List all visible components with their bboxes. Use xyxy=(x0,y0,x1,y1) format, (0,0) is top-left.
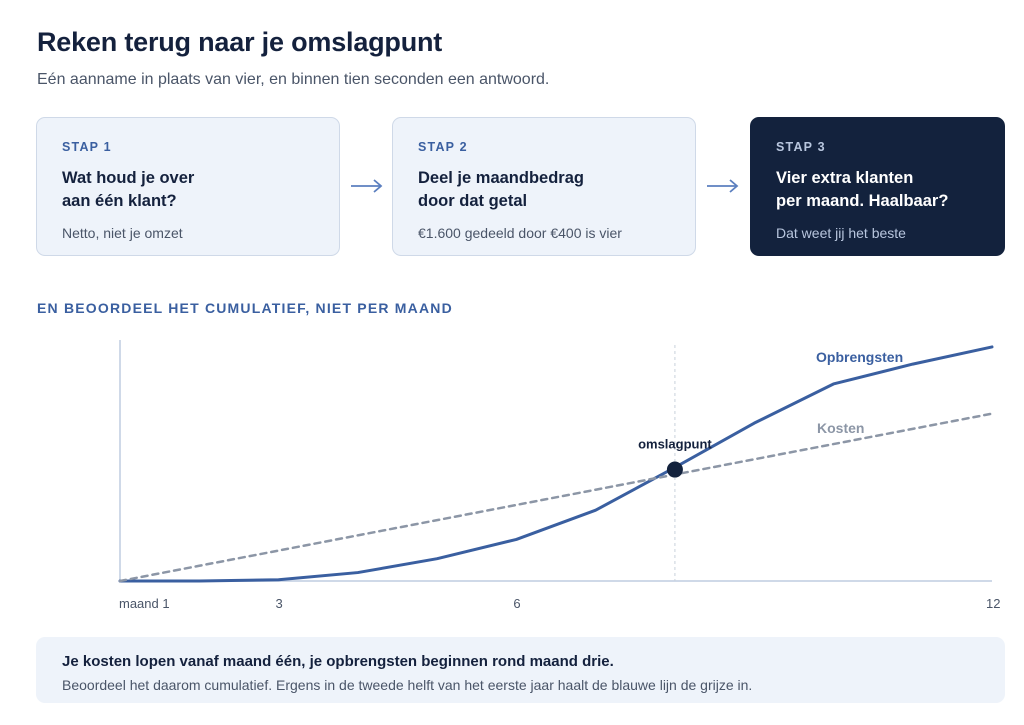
callout-text: Beoordeel het daarom cumulatief. Ergens … xyxy=(62,677,753,693)
series-line-opbrengsten xyxy=(118,345,994,583)
step-card-2: STAP 2 Deel je maandbedrag door dat geta… xyxy=(392,117,696,256)
page-title: Reken terug naar je omslagpunt xyxy=(37,27,443,57)
crossover-point xyxy=(666,461,683,478)
callout-box: Je kosten lopen vanaf maand één, je opbr… xyxy=(36,637,1005,703)
step-label: STAP 1 xyxy=(62,140,112,154)
arrow-right-icon xyxy=(707,179,739,193)
step-heading: Wat houd je over aan één klant? xyxy=(62,169,195,210)
x-tick-label: 6 xyxy=(513,596,520,611)
step-note: €1.600 gedeeld door €400 is vier xyxy=(418,225,622,241)
series-line-kosten xyxy=(118,412,994,583)
step-label: STAP 3 xyxy=(776,140,826,154)
section-title: EN BEOORDEEL HET CUMULATIEF, NIET PER MA… xyxy=(37,300,453,316)
step-label: STAP 2 xyxy=(418,140,468,154)
step-heading: Deel je maandbedrag door dat getal xyxy=(418,169,584,210)
step-heading: Vier extra klanten per maand. Haalbaar? xyxy=(776,169,949,210)
x-tick-label: 3 xyxy=(276,596,283,611)
x-tick-label: maand 1 xyxy=(119,596,170,611)
step-note: Dat weet jij het beste xyxy=(776,225,906,241)
step-card-3: STAP 3 Vier extra klanten per maand. Haa… xyxy=(750,117,1005,256)
crossover-label: omslagpunt xyxy=(638,437,712,452)
page-subtitle: Eén aanname in plaats van vier, en binne… xyxy=(37,71,550,88)
series-label-opbrengsten: Opbrengsten xyxy=(816,349,903,365)
callout-title: Je kosten lopen vanaf maand één, je opbr… xyxy=(62,653,614,670)
step-card-1: STAP 1 Wat houd je over aan één klant? N… xyxy=(36,117,340,256)
arrow-right-icon xyxy=(351,179,383,193)
series-label-kosten: Kosten xyxy=(817,420,864,436)
x-tick-label: 12 xyxy=(986,596,1000,611)
step-note: Netto, niet je omzet xyxy=(62,225,183,241)
cumulative-line-chart: maand 1 3 6 12 Opbrengsten Kosten omslagpunt xyxy=(118,340,1000,611)
